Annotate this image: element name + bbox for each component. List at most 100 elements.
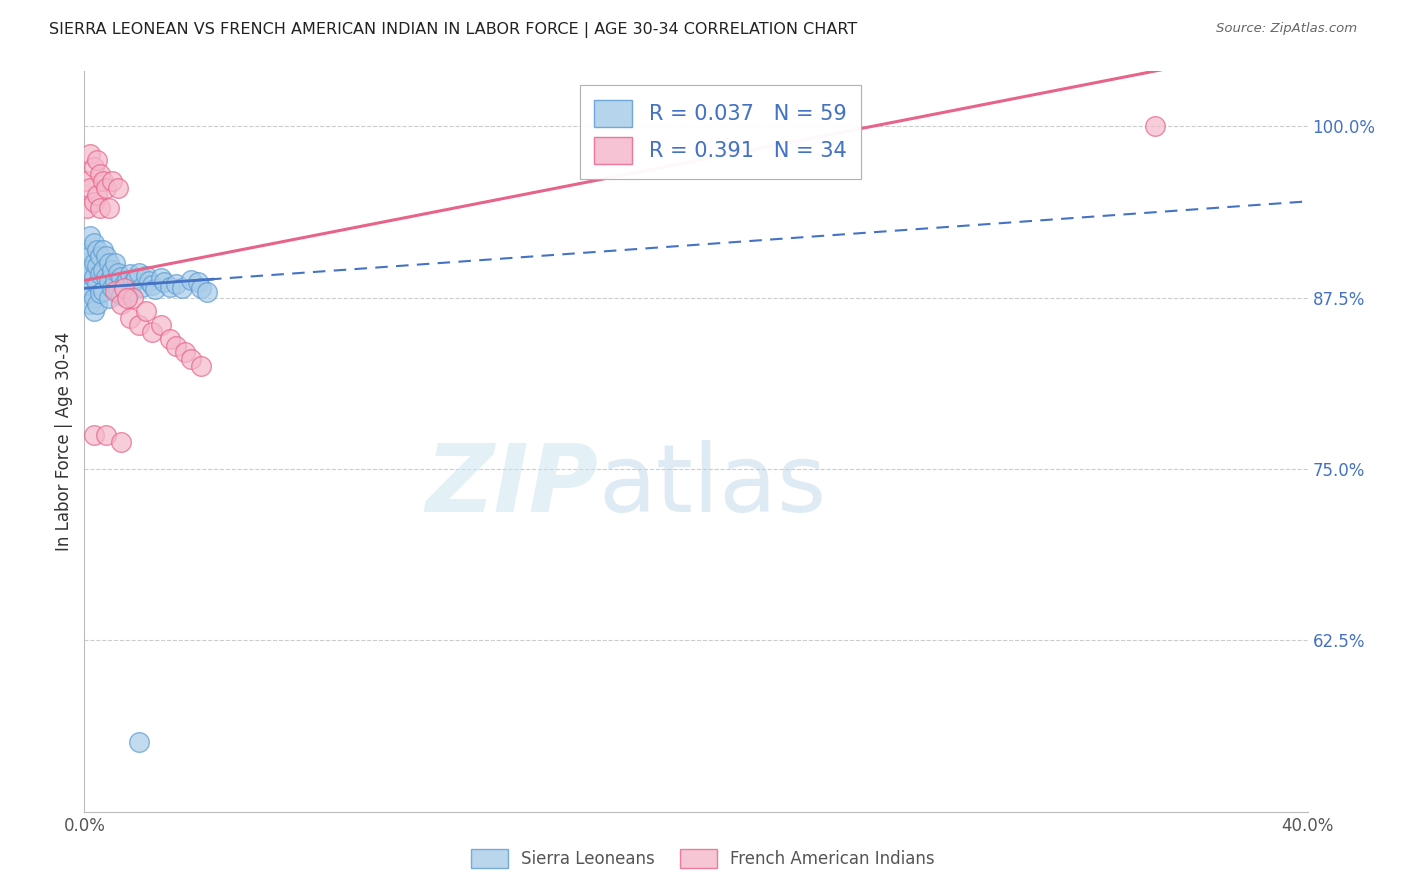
Point — [107, 266, 129, 280]
Point — [94, 181, 117, 195]
Point — [83, 270, 105, 285]
Point — [174, 345, 197, 359]
Text: Source: ZipAtlas.com: Source: ZipAtlas.com — [1216, 22, 1357, 36]
Point — [79, 250, 101, 264]
Point — [79, 297, 101, 311]
Point — [110, 270, 132, 285]
Point — [83, 256, 105, 270]
Point — [83, 235, 105, 250]
Point — [141, 325, 163, 339]
Point — [180, 273, 202, 287]
Text: atlas: atlas — [598, 440, 827, 532]
Point — [120, 311, 142, 326]
Point — [122, 291, 145, 305]
Point — [76, 174, 98, 188]
Point — [76, 256, 98, 270]
Point — [110, 288, 132, 302]
Point — [115, 273, 138, 287]
Point — [101, 281, 124, 295]
Point — [91, 174, 114, 188]
Point — [128, 735, 150, 749]
Point — [153, 276, 176, 290]
Point — [135, 304, 157, 318]
Point — [83, 291, 105, 305]
Legend: R = 0.037   N = 59, R = 0.391   N = 34: R = 0.037 N = 59, R = 0.391 N = 34 — [579, 86, 860, 178]
Point — [141, 278, 163, 293]
Point — [79, 146, 101, 161]
Point — [138, 274, 160, 288]
Point — [107, 284, 129, 298]
Point — [172, 281, 194, 295]
Point — [131, 279, 153, 293]
Point — [112, 281, 135, 295]
Point — [83, 194, 105, 209]
Point — [97, 273, 120, 287]
Point — [107, 181, 129, 195]
Point — [159, 332, 181, 346]
Y-axis label: In Labor Force | Age 30-34: In Labor Force | Age 30-34 — [55, 332, 73, 551]
Point — [83, 304, 105, 318]
Point — [122, 276, 145, 290]
Point — [159, 279, 181, 293]
Point — [79, 284, 101, 298]
Point — [86, 259, 108, 273]
Point — [94, 270, 117, 285]
Point — [104, 284, 127, 298]
Point — [1143, 119, 1166, 133]
Point — [149, 271, 172, 285]
Point — [190, 359, 212, 373]
Point — [91, 263, 114, 277]
Point — [94, 427, 117, 442]
Point — [97, 202, 120, 216]
Point — [149, 318, 172, 332]
Point — [104, 274, 127, 288]
Point — [91, 284, 114, 298]
Point — [76, 263, 98, 277]
Point — [86, 243, 108, 257]
Text: ZIP: ZIP — [425, 440, 598, 532]
Point — [94, 250, 117, 264]
Point — [86, 153, 108, 168]
Point — [89, 202, 111, 216]
Point — [83, 161, 105, 175]
Point — [86, 277, 108, 291]
Point — [76, 277, 98, 291]
Point — [125, 271, 148, 285]
Point — [79, 263, 101, 277]
Point — [89, 167, 111, 181]
Point — [112, 277, 135, 291]
Text: SIERRA LEONEAN VS FRENCH AMERICAN INDIAN IN LABOR FORCE | AGE 30-34 CORRELATION : SIERRA LEONEAN VS FRENCH AMERICAN INDIAN… — [49, 22, 858, 38]
Point — [135, 268, 157, 283]
Point — [180, 352, 202, 367]
Point — [91, 243, 114, 257]
Point — [83, 427, 105, 442]
Point — [97, 291, 120, 305]
Point — [195, 285, 218, 299]
Point — [143, 282, 166, 296]
Point — [86, 187, 108, 202]
Point — [110, 434, 132, 449]
Point — [86, 297, 108, 311]
Point — [120, 285, 142, 299]
Point — [165, 277, 187, 291]
Point — [79, 228, 101, 243]
Point — [110, 297, 132, 311]
Point — [101, 263, 124, 277]
Point — [97, 256, 120, 270]
Point — [120, 267, 142, 281]
Point — [76, 202, 98, 216]
Point — [115, 291, 138, 305]
Point — [186, 276, 208, 290]
Point — [128, 318, 150, 332]
Point — [165, 338, 187, 352]
Point — [79, 181, 101, 195]
Legend: Sierra Leoneans, French American Indians: Sierra Leoneans, French American Indians — [464, 843, 942, 875]
Point — [89, 267, 111, 281]
Point — [76, 243, 98, 257]
Point — [89, 250, 111, 264]
Point — [101, 174, 124, 188]
Point — [128, 266, 150, 280]
Point — [89, 286, 111, 301]
Point — [104, 256, 127, 270]
Point — [190, 281, 212, 295]
